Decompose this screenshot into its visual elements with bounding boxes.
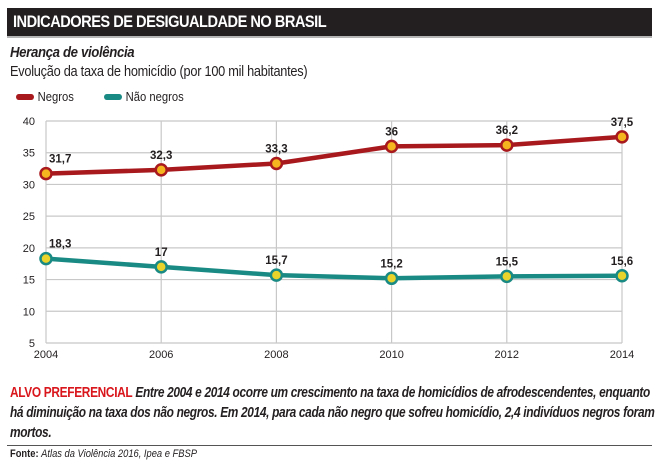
data-label-nao-negros: 15,2 xyxy=(380,258,402,270)
legend-label-nao-negros: Não negros xyxy=(125,90,184,104)
data-point-nao-negros xyxy=(615,269,629,283)
data-label-negros: 36 xyxy=(385,126,398,138)
y-tick-label: 10 xyxy=(23,306,35,318)
grid xyxy=(45,120,623,344)
data-label-negros: 36,2 xyxy=(496,125,518,137)
data-point-nao-negros xyxy=(269,268,284,282)
data-label-nao-negros: 17 xyxy=(155,247,168,259)
legend-item-negros: Negros xyxy=(16,90,74,104)
legend: Negros Não negros xyxy=(16,89,204,105)
series-negros: 31,7 32,3 33,3 36 36,2 37,5 xyxy=(39,117,634,181)
chart-subtitle: Evolução da taxa de homicídio (por 100 m… xyxy=(10,63,308,80)
y-tick-label: 35 xyxy=(23,148,35,160)
series-nao-negros: 18,3 17 15,7 15,2 15,5 15,6 xyxy=(39,239,633,286)
body-highlight: ALVO PREFERENCIAL xyxy=(10,385,133,401)
data-label-nao-negros: 18,3 xyxy=(49,239,71,251)
y-tick-label: 5 xyxy=(29,338,35,350)
line-chart: 5 10 15 20 25 30 35 40 2004 2006 2008 2010 2012 2014… xyxy=(23,116,634,361)
data-point-negros xyxy=(154,163,168,177)
body-paragraph: Entre 2004 e 2014 ocorre um crescimento … xyxy=(10,385,655,441)
data-point-negros xyxy=(500,138,514,152)
data-point-negros xyxy=(39,166,53,181)
y-tick-label: 25 xyxy=(23,211,35,223)
data-label-nao-negros: 15,6 xyxy=(611,256,633,268)
y-tick-label: 15 xyxy=(23,275,35,287)
chart-title: Herança de violência xyxy=(10,44,135,61)
data-label-nao-negros: 15,5 xyxy=(496,256,519,268)
series-group: 31,7 32,3 33,3 36 36,2 37,5 18,3 17 15,7 15,2 15,5… xyxy=(39,117,634,286)
header-bar: INDICADORES DE DESIGUALDADE NO BRASIL xyxy=(7,8,652,38)
header-title: INDICADORES DE DESIGUALDADE NO BRASIL xyxy=(13,12,327,31)
data-label-negros: 33,3 xyxy=(265,143,287,155)
x-tick-label: 2010 xyxy=(379,349,403,361)
series-line-nao-negros xyxy=(43,256,625,281)
data-label-negros: 31,7 xyxy=(49,154,71,166)
data-point-negros xyxy=(269,156,284,171)
data-point-nao-negros xyxy=(154,260,168,274)
data-point-nao-negros xyxy=(384,271,399,286)
x-tick-label: 2014 xyxy=(610,349,634,361)
source-text: Atlas da Violência 2016, Ipea e FBSP xyxy=(41,448,197,460)
data-label-negros: 37,5 xyxy=(611,117,634,129)
x-tick-label: 2006 xyxy=(149,349,173,361)
y-tick-label: 40 xyxy=(23,116,35,128)
body-text: ALVO PREFERENCIAL Entre 2004 e 2014 ocor… xyxy=(10,383,655,443)
legend-swatch-nao-negros xyxy=(103,94,122,100)
data-point-negros xyxy=(615,130,629,144)
y-tick-label: 20 xyxy=(23,243,35,255)
legend-label-negros: Negros xyxy=(37,90,74,104)
x-tick-label: 2012 xyxy=(495,349,519,361)
data-label-nao-negros: 15,7 xyxy=(265,255,287,267)
source-note: Fonte: Atlas da Violência 2016, Ipea e F… xyxy=(10,448,197,460)
x-tick-label: 2004 xyxy=(34,349,58,361)
series-line-negros xyxy=(43,134,625,176)
y-tick-label: 30 xyxy=(23,179,35,191)
divider xyxy=(7,445,652,446)
legend-swatch-negros xyxy=(16,94,34,100)
data-point-nao-negros xyxy=(39,251,53,266)
data-label-negros: 32,3 xyxy=(150,150,172,162)
data-point-nao-negros xyxy=(500,269,514,284)
x-axis: 2004 2006 2008 2010 2012 2014 xyxy=(34,349,634,361)
data-point-negros xyxy=(384,139,399,154)
source-label: Fonte: xyxy=(10,448,39,460)
legend-item-nao-negros: Não negros xyxy=(103,90,184,104)
y-axis: 5 10 15 20 25 30 35 40 xyxy=(23,116,35,350)
x-tick-label: 2008 xyxy=(264,349,288,361)
